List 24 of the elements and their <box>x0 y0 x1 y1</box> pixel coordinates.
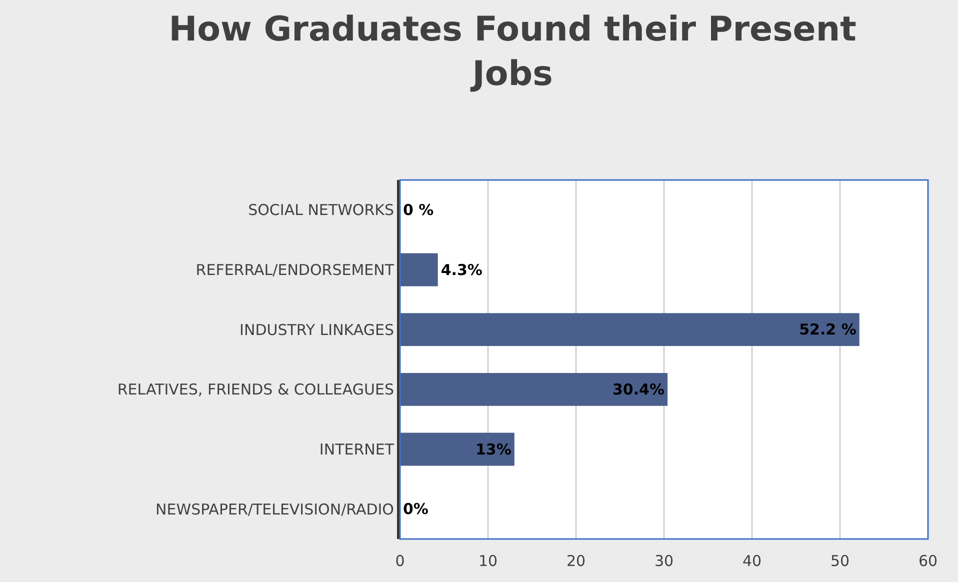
bar <box>400 372 668 406</box>
data-label: 0% <box>403 500 428 518</box>
y-tick-label: INDUSTRY LINKAGES <box>240 320 394 339</box>
x-tick-label: 10 <box>478 552 498 570</box>
data-label: 4.3% <box>440 260 482 279</box>
data-label: 13% <box>475 440 512 458</box>
x-tick-label: 40 <box>742 552 762 570</box>
y-tick-label: NEWSPAPER/TELEVISION/RADIO <box>156 500 394 518</box>
data-label: 0 % <box>403 200 434 219</box>
y-tick-label: SOCIAL NETWORKS <box>248 201 394 220</box>
y-tick-label: RELATIVES, FRIENDS & COLLEAGUES <box>117 380 394 399</box>
data-label: 30.4% <box>612 380 665 398</box>
x-tick-label: 20 <box>566 552 586 570</box>
bar <box>400 253 438 286</box>
y-tick-label: REFERRAL/ENDORSEMENT <box>196 261 395 279</box>
x-tick-label: 50 <box>830 552 850 570</box>
x-tick-label: 60 <box>918 552 938 570</box>
x-tick-label: 0 <box>395 552 405 570</box>
bar <box>400 313 860 346</box>
x-tick-label: 30 <box>654 552 674 570</box>
bar <box>400 432 514 466</box>
y-tick-label: INTERNET <box>319 440 395 458</box>
data-label: 52.2 % <box>799 320 856 339</box>
chart-title: How Graduates Found their Present Jobs <box>168 10 856 94</box>
